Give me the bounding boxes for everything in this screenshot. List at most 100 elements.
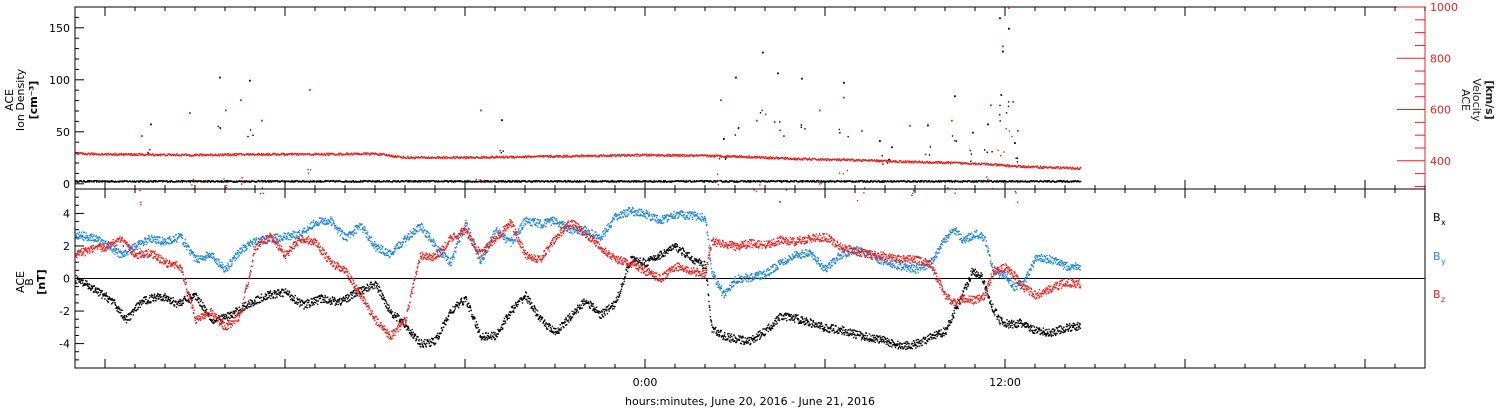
data-point xyxy=(468,306,471,309)
data-point xyxy=(153,297,155,299)
data-point xyxy=(463,296,465,299)
data-point xyxy=(149,302,151,304)
data-point xyxy=(413,180,415,182)
data-point xyxy=(375,281,377,284)
data-point xyxy=(194,293,196,296)
data-point xyxy=(82,152,84,154)
data-point xyxy=(492,336,494,338)
data-point xyxy=(587,155,589,158)
data-point xyxy=(890,180,892,182)
data-point xyxy=(233,313,235,315)
data-point xyxy=(292,180,295,182)
data-point xyxy=(765,155,767,158)
data-point xyxy=(463,301,465,303)
data-point xyxy=(278,180,280,182)
data-point xyxy=(469,306,472,309)
data-point xyxy=(489,337,491,339)
data-point xyxy=(675,155,677,157)
data-point xyxy=(275,293,278,296)
outlier-point xyxy=(307,168,309,171)
data-point xyxy=(297,298,299,301)
data-point xyxy=(121,180,124,182)
data-point xyxy=(530,181,532,183)
data-point xyxy=(807,159,809,161)
data-point xyxy=(1045,180,1048,182)
data-point xyxy=(831,159,833,162)
data-point xyxy=(1037,166,1039,169)
data-point xyxy=(405,324,407,326)
data-point xyxy=(221,315,223,318)
data-point xyxy=(376,181,378,183)
data-point xyxy=(655,154,658,156)
data-point xyxy=(380,290,382,292)
outlier-point xyxy=(762,51,764,54)
data-point xyxy=(309,306,311,308)
data-point xyxy=(93,180,95,183)
data-point xyxy=(115,307,118,309)
data-point xyxy=(77,278,80,280)
data-point xyxy=(227,154,229,157)
data-point xyxy=(230,314,232,316)
data-point xyxy=(267,152,269,155)
data-point xyxy=(290,294,293,296)
data-point xyxy=(92,285,94,287)
data-point xyxy=(526,157,528,159)
outlier-point xyxy=(997,149,999,152)
data-point xyxy=(209,154,211,157)
data-point xyxy=(427,156,429,159)
data-point xyxy=(394,156,396,158)
data-point xyxy=(508,311,511,313)
data-point xyxy=(348,295,350,297)
data-point xyxy=(458,180,460,182)
data-point xyxy=(910,161,913,164)
data-point xyxy=(766,157,769,160)
data-point xyxy=(370,281,372,283)
data-point xyxy=(770,157,772,160)
data-point xyxy=(97,288,99,290)
data-point xyxy=(80,282,82,285)
data-point xyxy=(496,333,498,335)
data-point xyxy=(225,180,227,182)
data-point xyxy=(124,152,127,155)
data-point xyxy=(961,163,964,165)
data-point xyxy=(180,299,182,302)
data-point xyxy=(195,154,197,156)
x-tick-label: 12:00 xyxy=(989,376,1021,389)
data-point xyxy=(957,180,959,182)
data-point xyxy=(390,155,392,157)
data-point xyxy=(76,282,78,285)
data-point xyxy=(286,292,288,295)
data-point xyxy=(467,306,470,309)
data-point xyxy=(305,306,307,308)
data-point xyxy=(291,153,293,155)
data-point xyxy=(736,155,738,157)
data-point xyxy=(692,154,694,157)
data-point xyxy=(312,297,315,299)
data-point xyxy=(793,181,795,183)
data-point xyxy=(753,155,755,158)
data-point xyxy=(127,313,130,315)
data-point xyxy=(469,155,472,158)
outlier-point xyxy=(990,104,992,107)
data-point xyxy=(458,157,460,159)
data-point xyxy=(163,294,166,297)
data-point xyxy=(241,180,243,182)
data-point xyxy=(838,158,841,160)
data-point xyxy=(879,159,881,162)
data-point xyxy=(721,180,723,183)
data-point xyxy=(682,179,685,182)
outlier-point xyxy=(838,172,841,174)
data-point xyxy=(777,157,779,160)
data-point xyxy=(194,292,196,295)
data-point xyxy=(364,287,367,290)
data-point xyxy=(227,181,229,183)
data-point xyxy=(327,296,329,299)
data-point xyxy=(419,343,422,345)
data-point xyxy=(457,156,459,158)
data-point xyxy=(648,154,650,156)
data-point xyxy=(359,292,362,295)
data-point xyxy=(1039,167,1041,169)
data-point xyxy=(374,287,376,289)
data-point xyxy=(894,161,896,163)
data-point xyxy=(338,153,340,155)
